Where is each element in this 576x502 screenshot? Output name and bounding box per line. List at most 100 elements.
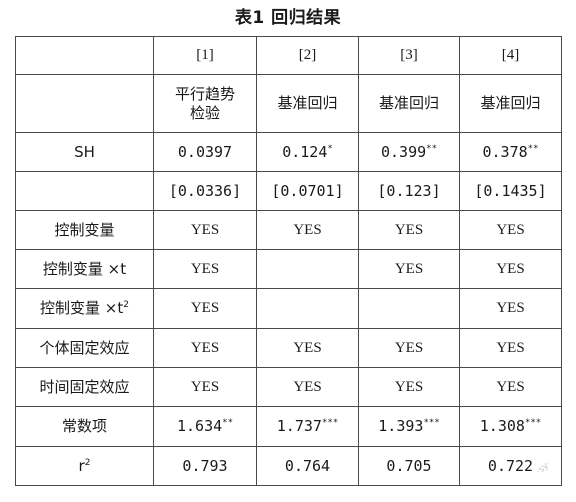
row-label: 控制变量 [15, 210, 154, 250]
cell-value: 1.393 [378, 417, 424, 435]
table-cell: YES [459, 367, 562, 407]
table-row: 个体固定效应 YES YES YES YES [15, 328, 562, 368]
significance-stars: *** [524, 418, 542, 428]
significance-stars: * [327, 143, 333, 154]
cell-value: YES [293, 221, 322, 238]
table-cell [358, 288, 460, 329]
model-type-label [15, 74, 154, 133]
table-cell: [0.123] [358, 171, 460, 211]
table-cell: YES [358, 210, 460, 250]
table-row: SH 0.0397 0.124* 0.399** 0.378** [15, 132, 562, 172]
cell-value: YES [190, 300, 220, 316]
table-cell: 0.0397 [153, 132, 257, 172]
cell-value: 1.634 [177, 417, 223, 435]
row-label [15, 171, 154, 211]
model-type-2: 基准回归 [256, 74, 359, 133]
cell-value: 0.764 [284, 456, 331, 475]
cell-value: [0.0701] [271, 181, 344, 200]
cell-value: 1.308 [479, 417, 525, 435]
table-cell: YES [459, 328, 562, 368]
row-label-text: SH [74, 142, 95, 161]
table-cell: 1.308*** [459, 406, 562, 447]
row-label-text: 控制变量 ×t [40, 299, 124, 317]
table-row: 控制变量 ×t2 YES YES [15, 288, 562, 329]
cell-value: [0.123] [377, 181, 441, 200]
cell-value: YES [293, 378, 322, 395]
table-cell: YES [256, 367, 359, 407]
column-header-2: [2] [256, 36, 359, 75]
row-label-superscript: 2 [123, 300, 129, 310]
table-row: 时间固定效应 YES YES YES YES [15, 367, 562, 407]
table-row: r2 0.793 0.764 0.705 0.722 [15, 446, 562, 486]
table-cell: YES [459, 288, 562, 329]
row-label: 时间固定效应 [15, 367, 154, 407]
row-label-text: 个体固定效应 [39, 338, 130, 357]
table-cell: 1.634** [153, 406, 257, 447]
cell-value: YES [496, 300, 525, 316]
significance-stars: ** [426, 143, 437, 154]
column-header-3: [3] [358, 36, 460, 75]
row-label-text: 时间固定效应 [39, 377, 130, 396]
column-number-row: [1] [2] [3] [4] [15, 36, 562, 75]
cell-value: 0.705 [386, 456, 432, 475]
table-cell [256, 249, 359, 289]
table-cell: YES [358, 367, 460, 407]
table-row: 控制变量 ×t YES YES YES [15, 249, 562, 289]
significance-stars: ** [222, 418, 233, 428]
cell-value: [0.1435] [474, 181, 547, 200]
table-cell: 0.399** [358, 132, 460, 172]
cell-value: YES [496, 378, 525, 395]
cell-value: YES [496, 339, 525, 356]
cell-value: YES [394, 221, 424, 238]
table-cell: YES [153, 288, 257, 329]
cell-value: YES [394, 260, 424, 277]
table-cell: [0.0701] [256, 171, 359, 211]
row-label: 控制变量 ×t [15, 249, 154, 289]
table-cell: 0.705 [358, 446, 460, 486]
table-cell: 1.737*** [256, 406, 359, 447]
table-cell: 0.764 [256, 446, 359, 486]
table-cell: YES [153, 210, 257, 250]
cell-value: YES [496, 260, 525, 277]
cell-value: YES [293, 339, 322, 356]
table-cell: YES [358, 249, 460, 289]
table-cell: YES [358, 328, 460, 368]
regression-results-table: [1] [2] [3] [4] 平行趋势 检验 基准回归 基准回归 基准回归 S… [15, 36, 562, 486]
cell-value: 0.0397 [177, 142, 233, 161]
cell-value: YES [190, 339, 220, 356]
cell-value: YES [394, 378, 424, 395]
cell-value: YES [496, 221, 525, 238]
significance-stars: ** [527, 143, 539, 154]
row-label: r2 [15, 446, 154, 486]
table-cell: YES [153, 328, 257, 368]
row-label-text: r [78, 456, 85, 475]
table-row: 常数项 1.634** 1.737*** 1.393*** 1.308*** [15, 406, 562, 447]
table-cell: YES [153, 367, 257, 407]
table-title: 表1 回归结果 [234, 8, 342, 28]
row-label: 常数项 [15, 406, 154, 447]
table-cell: YES [459, 249, 562, 289]
cell-value: YES [394, 339, 424, 356]
table-cell [256, 288, 359, 329]
model-type-1: 平行趋势 检验 [153, 74, 257, 133]
cell-value: YES [190, 378, 220, 395]
table-cell: YES [256, 210, 359, 250]
cell-value: 0.722 [487, 456, 534, 475]
column-header-1: [1] [153, 36, 257, 75]
cell-value: 1.737 [276, 417, 322, 435]
model-type-row: 平行趋势 检验 基准回归 基准回归 基准回归 [15, 74, 562, 133]
row-label: 个体固定效应 [15, 328, 154, 368]
significance-stars: *** [321, 418, 339, 428]
column-header-4: [4] [459, 36, 562, 75]
cell-value: 0.124 [282, 142, 328, 161]
table-cell: YES [459, 210, 562, 250]
cell-value: 0.378 [482, 142, 528, 161]
model-type-4: 基准回归 [459, 74, 562, 133]
table-cell: [0.1435] [459, 171, 562, 211]
table-cell: 0.124* [256, 132, 359, 172]
table-row: 控制变量 YES YES YES YES [15, 210, 562, 250]
row-label-text: 控制变量 [54, 220, 115, 239]
row-label-text: 常数项 [61, 417, 107, 435]
table-cell: YES [256, 328, 359, 368]
cell-value: [0.0336] [168, 181, 242, 200]
